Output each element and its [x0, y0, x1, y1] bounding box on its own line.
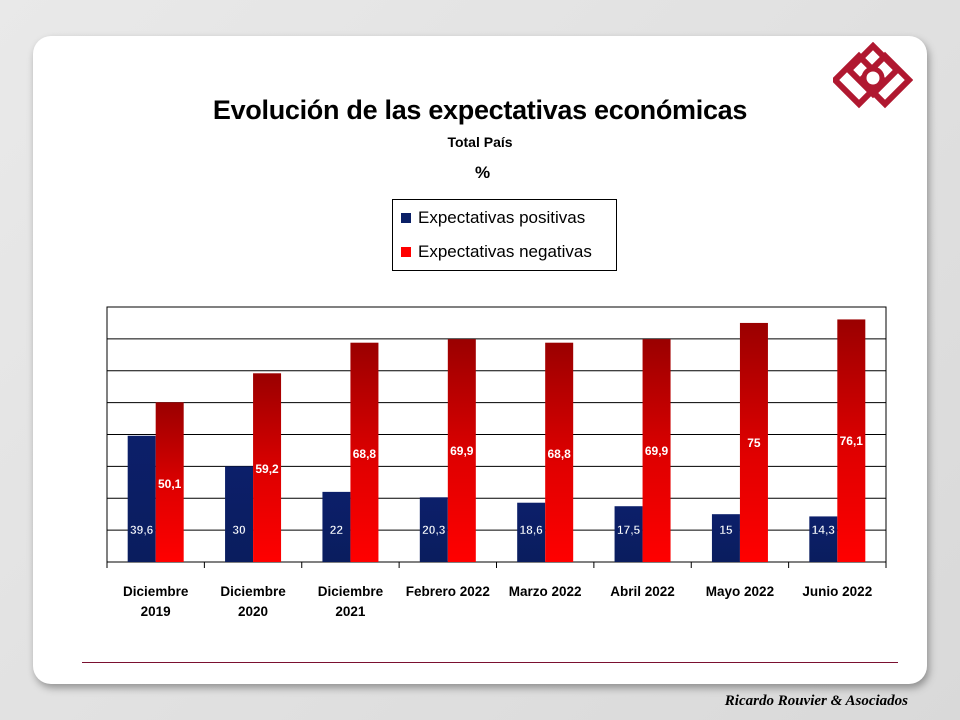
bar-negative	[837, 319, 866, 562]
data-label-negative: 69,9	[450, 444, 474, 458]
bar-negative	[739, 322, 768, 562]
data-label-positive: 22	[330, 523, 344, 537]
bar-positive	[127, 435, 156, 562]
x-tick-label: Abril 2022	[610, 584, 675, 599]
data-label-positive: 14,3	[812, 523, 836, 537]
data-label-negative: 68,8	[548, 447, 572, 461]
bar-positive	[419, 497, 448, 562]
bar-negative	[447, 339, 476, 562]
bar-positive	[225, 466, 254, 562]
legend-item-negative: Expectativas negativas	[401, 239, 592, 265]
legend-item-positive: Expectativas positivas	[401, 205, 585, 231]
footer-divider	[82, 662, 898, 663]
chart-subtitle: Total País	[447, 134, 513, 150]
x-tick-label: 2021	[335, 604, 366, 619]
legend-swatch-negative	[401, 247, 411, 257]
company-logo-icon	[833, 42, 913, 109]
data-label-negative: 76,1	[840, 434, 864, 448]
bar-negative	[155, 402, 184, 562]
bar-negative	[642, 339, 671, 562]
bar-negative	[350, 342, 379, 562]
legend-label-negative: Expectativas negativas	[418, 242, 592, 261]
footer-brand: Ricardo Rouvier & Asociados	[724, 693, 908, 709]
data-label-positive: 20,3	[422, 523, 446, 537]
data-label-negative: 59,2	[255, 462, 279, 476]
bar-positive	[517, 502, 546, 562]
data-label-positive: 17,5	[617, 523, 641, 537]
legend-swatch-positive	[401, 213, 411, 223]
chart-title: Evolución de las expectativas económicas	[212, 95, 748, 125]
bar-negative	[545, 342, 574, 562]
data-label-positive: 18,6	[520, 523, 544, 537]
bar-positive	[322, 491, 351, 562]
x-tick-label: Marzo 2022	[509, 584, 582, 599]
chart-unit: %	[475, 163, 491, 182]
x-tick-label: Febrero 2022	[406, 584, 490, 599]
data-label-negative: 75	[747, 436, 761, 450]
data-label-positive: 30	[232, 523, 246, 537]
bar-positive	[809, 516, 838, 562]
x-tick-label: 2019	[141, 604, 171, 619]
bar-positive	[614, 506, 643, 562]
x-tick-label: Diciembre	[123, 584, 189, 599]
legend-label-positive: Expectativas positivas	[418, 208, 586, 227]
data-label-positive: 15	[719, 523, 733, 537]
x-tick-label: 2020	[238, 604, 268, 619]
data-label-negative: 50,1	[158, 477, 182, 491]
chart-legend: Expectativas positivas Expectativas nega…	[392, 199, 617, 271]
x-tick-label: Mayo 2022	[706, 584, 774, 599]
x-tick-label: Junio 2022	[802, 584, 872, 599]
bar-positive	[711, 514, 740, 562]
x-tick-label: Diciembre	[318, 584, 384, 599]
x-tick-label: Diciembre	[220, 584, 286, 599]
data-label-positive: 39,6	[130, 523, 154, 537]
data-label-negative: 69,9	[645, 444, 669, 458]
bar-negative	[253, 373, 282, 562]
data-label-negative: 68,8	[353, 447, 377, 461]
